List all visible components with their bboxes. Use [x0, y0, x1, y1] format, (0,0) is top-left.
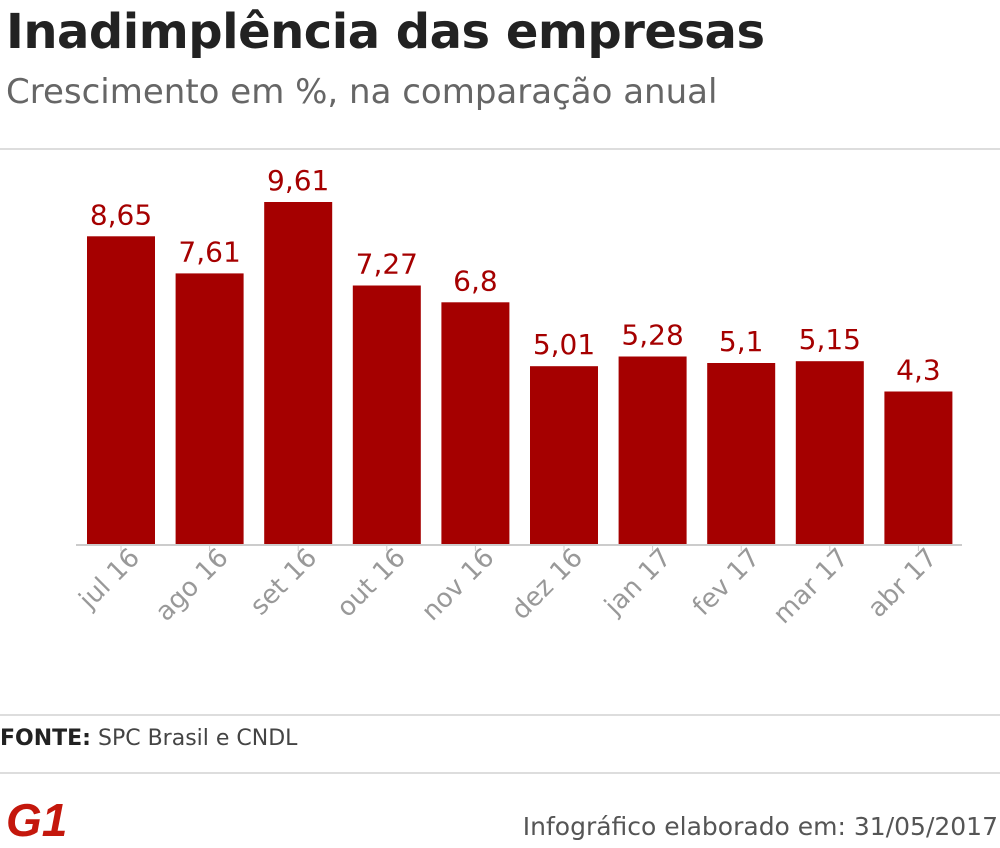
value-label: 7,61 — [178, 235, 240, 268]
bars-group — [87, 202, 953, 546]
infographic-date: Infográfico elaborado em: 31/05/2017 — [522, 812, 998, 841]
category-label: abr 17 — [862, 543, 943, 624]
bar-jan-17 — [618, 356, 687, 545]
value-labels-group: 8,65 7,61 9,61 7,27 6,8 5,01 5,28 5,1 5,15 4,3 — [90, 164, 941, 387]
value-label: 5,15 — [799, 323, 861, 356]
category-label: ago 16 — [150, 543, 235, 628]
value-label: 5,28 — [621, 319, 683, 352]
source-label: FONTE: — [0, 726, 91, 751]
bar-abr-17 — [884, 391, 953, 545]
value-label: 7,27 — [356, 248, 418, 281]
bar-nov-16 — [441, 302, 510, 545]
middle-divider — [0, 714, 1000, 716]
x-ticks-group — [120, 545, 919, 551]
value-label: 4,3 — [896, 354, 941, 387]
bar-chart: 8,65 7,61 9,61 7,27 6,8 5,01 5,28 5,1 5,15 4,3 ju… — [73, 164, 962, 630]
category-label: nov 16 — [416, 543, 500, 627]
category-labels-group: jul 16 ago 16 set 16 out 16 nov 16 dez 16 jan … — [73, 543, 943, 630]
value-label: 9,61 — [267, 164, 329, 197]
chart-subtitle: Crescimento em %, na comparação anual — [6, 72, 718, 112]
value-label: 6,8 — [453, 264, 498, 297]
category-label: dez 16 — [506, 543, 589, 626]
top-divider — [0, 148, 1000, 150]
g1-logo-text: G1 — [6, 796, 67, 840]
category-label: jul 16 — [73, 543, 146, 616]
bottom-divider — [0, 772, 1000, 774]
value-label: 8,65 — [90, 198, 152, 231]
g1-logo: G1 — [6, 796, 67, 840]
category-label: set 16 — [245, 543, 324, 622]
bar-mar-17 — [795, 361, 864, 545]
bar-out-16 — [352, 285, 421, 545]
value-label: 5,1 — [719, 325, 764, 358]
value-label: 5,01 — [533, 328, 595, 361]
chart-title: Inadimplência das empresas — [6, 4, 765, 60]
category-label: fev 17 — [687, 543, 766, 622]
bar-fev-17 — [707, 363, 776, 545]
bar-jul-16 — [87, 236, 155, 546]
bar-ago-16 — [175, 273, 244, 545]
category-label: out 16 — [331, 543, 412, 624]
category-label: jan 17 — [598, 543, 677, 622]
source-text: SPC Brasil e CNDL — [97, 726, 298, 751]
source-line: FONTE: SPC Brasil e CNDL — [0, 726, 297, 751]
category-label: mar 17 — [768, 543, 855, 630]
bar-dez-16 — [530, 366, 598, 545]
bar-set-16 — [264, 202, 333, 545]
